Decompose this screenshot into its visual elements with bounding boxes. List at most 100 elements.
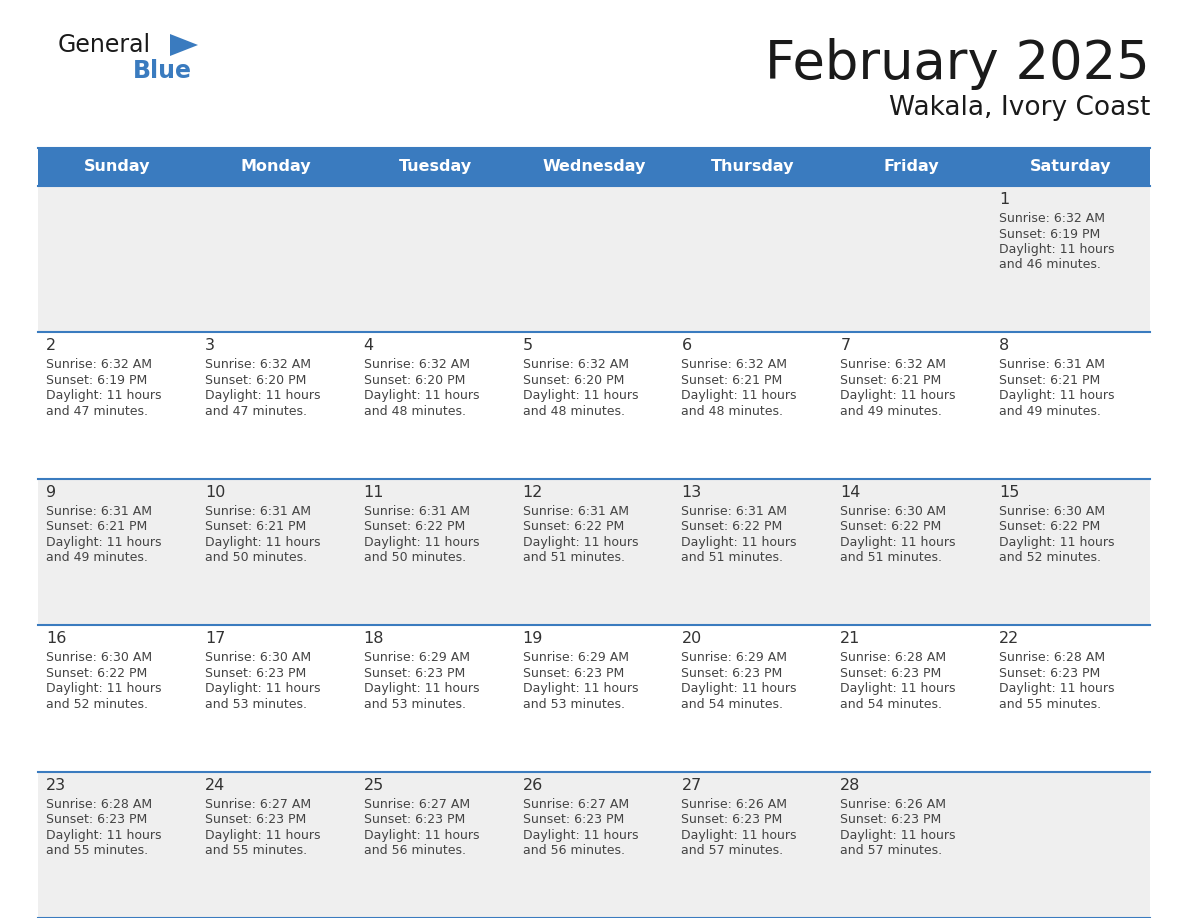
- Text: and 55 minutes.: and 55 minutes.: [204, 844, 307, 857]
- Text: Daylight: 11 hours: Daylight: 11 hours: [204, 682, 321, 695]
- Bar: [38, 148, 197, 186]
- Text: 20: 20: [682, 632, 702, 646]
- Text: Sunrise: 6:27 AM: Sunrise: 6:27 AM: [523, 798, 628, 811]
- Text: and 56 minutes.: and 56 minutes.: [523, 844, 625, 857]
- Text: 17: 17: [204, 632, 226, 646]
- Text: and 47 minutes.: and 47 minutes.: [46, 405, 148, 418]
- Text: 14: 14: [840, 485, 860, 499]
- Text: Thursday: Thursday: [712, 160, 795, 174]
- Text: Sunset: 6:22 PM: Sunset: 6:22 PM: [999, 521, 1100, 533]
- Text: and 51 minutes.: and 51 minutes.: [682, 552, 783, 565]
- Text: Daylight: 11 hours: Daylight: 11 hours: [364, 829, 479, 842]
- Text: Sunset: 6:21 PM: Sunset: 6:21 PM: [204, 521, 307, 533]
- Text: and 55 minutes.: and 55 minutes.: [46, 844, 148, 857]
- Text: Sunrise: 6:32 AM: Sunrise: 6:32 AM: [840, 358, 947, 372]
- Text: 19: 19: [523, 632, 543, 646]
- Text: and 49 minutes.: and 49 minutes.: [46, 552, 147, 565]
- Text: Daylight: 11 hours: Daylight: 11 hours: [682, 536, 797, 549]
- Text: Sunset: 6:19 PM: Sunset: 6:19 PM: [999, 228, 1100, 241]
- Text: 1: 1: [999, 192, 1010, 207]
- Text: Daylight: 11 hours: Daylight: 11 hours: [46, 682, 162, 695]
- Text: Sunrise: 6:30 AM: Sunrise: 6:30 AM: [204, 651, 311, 665]
- Text: Sunrise: 6:32 AM: Sunrise: 6:32 AM: [204, 358, 311, 372]
- Text: 3: 3: [204, 339, 215, 353]
- Text: Daylight: 11 hours: Daylight: 11 hours: [682, 389, 797, 402]
- Text: Daylight: 11 hours: Daylight: 11 hours: [523, 389, 638, 402]
- Text: and 52 minutes.: and 52 minutes.: [999, 552, 1101, 565]
- Text: and 53 minutes.: and 53 minutes.: [204, 698, 307, 711]
- Text: Sunrise: 6:32 AM: Sunrise: 6:32 AM: [523, 358, 628, 372]
- Text: 24: 24: [204, 778, 225, 792]
- Text: 6: 6: [682, 339, 691, 353]
- Text: Sunset: 6:22 PM: Sunset: 6:22 PM: [840, 521, 942, 533]
- Text: and 50 minutes.: and 50 minutes.: [364, 552, 466, 565]
- Text: Friday: Friday: [884, 160, 940, 174]
- Text: and 52 minutes.: and 52 minutes.: [46, 698, 148, 711]
- Text: Sunset: 6:22 PM: Sunset: 6:22 PM: [364, 521, 465, 533]
- Text: Daylight: 11 hours: Daylight: 11 hours: [999, 682, 1114, 695]
- Text: Sunset: 6:23 PM: Sunset: 6:23 PM: [523, 666, 624, 679]
- Text: Sunrise: 6:32 AM: Sunrise: 6:32 AM: [364, 358, 469, 372]
- Text: Daylight: 11 hours: Daylight: 11 hours: [999, 536, 1114, 549]
- Text: 16: 16: [46, 632, 67, 646]
- Text: and 54 minutes.: and 54 minutes.: [682, 698, 783, 711]
- Text: February 2025: February 2025: [765, 38, 1150, 90]
- Text: 15: 15: [999, 485, 1019, 499]
- Text: Sunrise: 6:29 AM: Sunrise: 6:29 AM: [682, 651, 788, 665]
- Text: and 51 minutes.: and 51 minutes.: [840, 552, 942, 565]
- Bar: [514, 148, 674, 186]
- Text: and 48 minutes.: and 48 minutes.: [364, 405, 466, 418]
- Bar: [833, 148, 991, 186]
- Text: Sunset: 6:21 PM: Sunset: 6:21 PM: [682, 374, 783, 386]
- Text: Sunrise: 6:31 AM: Sunrise: 6:31 AM: [204, 505, 311, 518]
- Text: Sunset: 6:20 PM: Sunset: 6:20 PM: [204, 374, 307, 386]
- Text: 10: 10: [204, 485, 226, 499]
- Text: Daylight: 11 hours: Daylight: 11 hours: [682, 829, 797, 842]
- Text: 11: 11: [364, 485, 384, 499]
- Text: Sunset: 6:22 PM: Sunset: 6:22 PM: [682, 521, 783, 533]
- Text: Sunrise: 6:26 AM: Sunrise: 6:26 AM: [682, 798, 788, 811]
- Text: Daylight: 11 hours: Daylight: 11 hours: [46, 536, 162, 549]
- Text: Daylight: 11 hours: Daylight: 11 hours: [523, 536, 638, 549]
- Text: Sunset: 6:19 PM: Sunset: 6:19 PM: [46, 374, 147, 386]
- Text: and 53 minutes.: and 53 minutes.: [523, 698, 625, 711]
- Text: Daylight: 11 hours: Daylight: 11 hours: [204, 389, 321, 402]
- Text: 4: 4: [364, 339, 374, 353]
- Text: Sunset: 6:23 PM: Sunset: 6:23 PM: [682, 813, 783, 826]
- Text: Daylight: 11 hours: Daylight: 11 hours: [46, 389, 162, 402]
- Text: Sunrise: 6:29 AM: Sunrise: 6:29 AM: [523, 651, 628, 665]
- Text: Wednesday: Wednesday: [542, 160, 646, 174]
- Bar: [38, 186, 1150, 332]
- Bar: [38, 772, 1150, 918]
- Text: Daylight: 11 hours: Daylight: 11 hours: [840, 536, 956, 549]
- Text: Sunset: 6:23 PM: Sunset: 6:23 PM: [840, 666, 942, 679]
- Text: Daylight: 11 hours: Daylight: 11 hours: [46, 829, 162, 842]
- Text: Sunrise: 6:28 AM: Sunrise: 6:28 AM: [999, 651, 1105, 665]
- Text: Blue: Blue: [133, 59, 192, 83]
- Text: General: General: [58, 33, 151, 57]
- Text: Sunset: 6:22 PM: Sunset: 6:22 PM: [46, 666, 147, 679]
- Text: Sunset: 6:20 PM: Sunset: 6:20 PM: [523, 374, 624, 386]
- Text: Sunset: 6:23 PM: Sunset: 6:23 PM: [364, 813, 465, 826]
- Text: and 53 minutes.: and 53 minutes.: [364, 698, 466, 711]
- Text: Sunrise: 6:32 AM: Sunrise: 6:32 AM: [46, 358, 152, 372]
- Bar: [674, 148, 833, 186]
- Text: Sunrise: 6:29 AM: Sunrise: 6:29 AM: [364, 651, 469, 665]
- Text: Sunrise: 6:31 AM: Sunrise: 6:31 AM: [682, 505, 788, 518]
- Text: 22: 22: [999, 632, 1019, 646]
- Text: Daylight: 11 hours: Daylight: 11 hours: [364, 536, 479, 549]
- Text: and 54 minutes.: and 54 minutes.: [840, 698, 942, 711]
- Text: and 57 minutes.: and 57 minutes.: [682, 844, 784, 857]
- Text: Sunrise: 6:31 AM: Sunrise: 6:31 AM: [364, 505, 469, 518]
- Text: Sunset: 6:23 PM: Sunset: 6:23 PM: [204, 813, 307, 826]
- Text: and 51 minutes.: and 51 minutes.: [523, 552, 625, 565]
- Text: Daylight: 11 hours: Daylight: 11 hours: [840, 389, 956, 402]
- Bar: [197, 148, 355, 186]
- Text: Daylight: 11 hours: Daylight: 11 hours: [364, 682, 479, 695]
- Text: Sunset: 6:23 PM: Sunset: 6:23 PM: [523, 813, 624, 826]
- Text: Sunset: 6:21 PM: Sunset: 6:21 PM: [46, 521, 147, 533]
- Text: 27: 27: [682, 778, 702, 792]
- Bar: [38, 479, 1150, 625]
- Text: 9: 9: [46, 485, 56, 499]
- Text: Sunrise: 6:32 AM: Sunrise: 6:32 AM: [999, 212, 1105, 225]
